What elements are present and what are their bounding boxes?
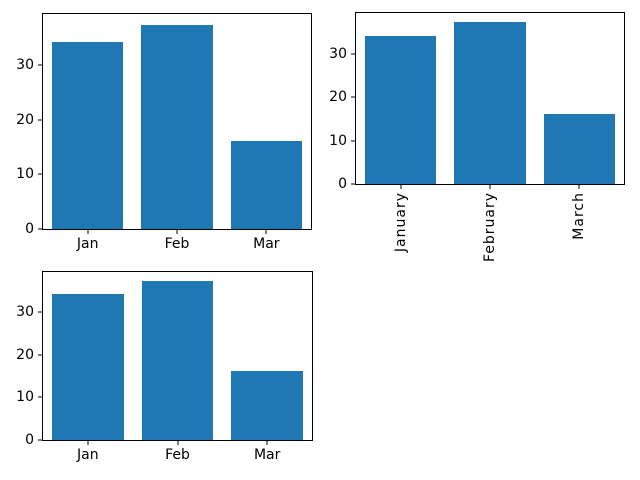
bar-feb [141,280,214,440]
y-tick-label: 20 [16,111,34,128]
y-tick-label: 30 [329,45,347,62]
x-tick-mark [578,184,580,189]
y-tick-label: 0 [25,221,34,237]
y-tick-mark [38,64,43,66]
bar-march [543,114,616,184]
x-tick-label: Jan [76,236,99,252]
y-tick-mark [38,119,43,121]
bar-january [364,35,437,184]
y-tick-mark [351,183,356,185]
y-tick-mark [38,354,43,356]
x-tick-mark [400,184,402,189]
y-tick-mark [351,53,356,55]
y-tick-label: 0 [25,432,34,448]
y-tick-mark [38,396,43,398]
x-tick-label: Mar [253,447,281,463]
bar-mar [230,141,303,229]
x-tick-mark [176,229,178,234]
y-tick-mark [38,173,43,175]
y-tick-label: 10 [16,389,34,406]
y-tick-mark [351,96,356,98]
x-tick-label: March [571,192,588,240]
x-tick-mark [177,440,178,445]
y-tick-label: 30 [16,304,34,321]
x-tick-label: Jan [77,447,99,463]
x-tick-label: Feb [165,447,190,463]
y-tick-mark [38,311,43,313]
y-tick-label: 10 [329,132,347,149]
bar-jan [51,42,124,229]
y-tick-label: 20 [16,346,34,363]
y-tick-mark [38,228,43,230]
x-tick-mark [265,229,267,234]
x-tick-mark [489,184,491,189]
bar-jan [51,294,124,440]
bar-mar [231,371,304,440]
x-tick-label: Feb [164,236,190,252]
subplot-top-left: 0 10 20 30 Jan Feb Mar [16,13,312,251]
y-tick-mark [38,439,43,441]
bar-february [454,21,526,184]
y-tick-mark [351,140,356,142]
bar-feb [141,24,213,229]
y-tick-label: 20 [329,89,347,106]
x-tick-mark [266,440,268,445]
x-tick-mark [87,440,89,445]
subplot-bottom-left: 0 10 20 30 Jan Feb Mar [16,271,313,462]
subplot-top-right: 0 10 20 30 January February March [329,12,625,262]
x-tick-mark [87,229,89,234]
y-tick-label: 30 [16,57,34,74]
x-tick-label: February [482,192,498,263]
x-tick-label: Mar [253,236,280,252]
y-tick-label: 0 [338,176,347,192]
y-tick-label: 10 [16,166,34,183]
x-tick-label: January [392,192,409,253]
